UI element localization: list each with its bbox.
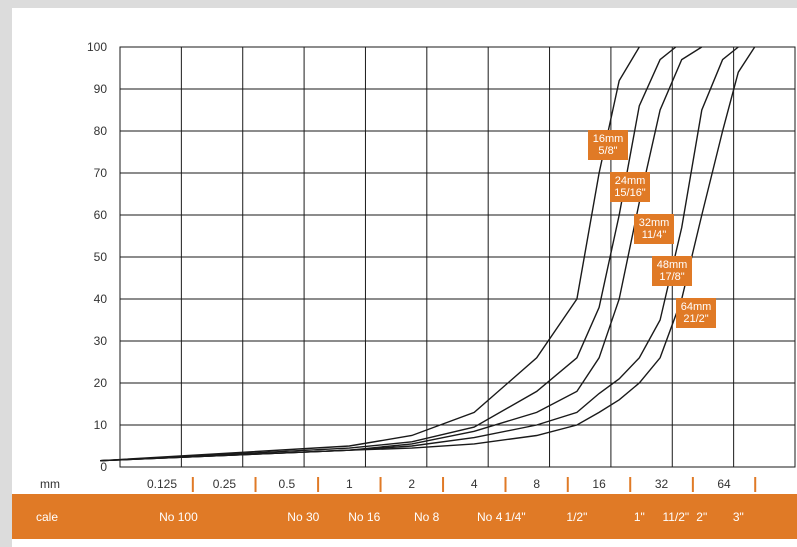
y-tick-label: 0 [100, 460, 107, 474]
y-tick-label: 20 [94, 376, 108, 390]
series-lines [100, 47, 754, 461]
x-axis-mm: mm 0.125 0.25 0.5 1 2 4 8 16 32 64 [40, 477, 755, 492]
sieve-label: 11/2" [662, 510, 689, 524]
y-tick-label: 80 [94, 124, 108, 138]
y-tick-label: 90 [94, 82, 108, 96]
series-label-text: 64mm [681, 301, 712, 313]
x-tick-label: 0.25 [213, 477, 237, 491]
series-label-text: 24mm [615, 175, 646, 187]
x-tick-label: 2 [408, 477, 415, 491]
x-tick-label: 0.125 [147, 477, 177, 491]
x-tick-label: 8 [533, 477, 540, 491]
series-label-text: 21/2" [683, 313, 708, 325]
sieve-label: No 16 [348, 510, 380, 524]
series-label-text: 17/8" [659, 271, 684, 283]
series-line-5 [100, 47, 754, 461]
sieve-row-label: cale [36, 510, 58, 524]
series-line-3 [100, 47, 702, 461]
y-tick-label: 70 [94, 166, 108, 180]
y-tick-label: 10 [94, 418, 108, 432]
series-label-text: 16mm [593, 133, 624, 145]
x-tick-label: 4 [471, 477, 478, 491]
y-tick-label: 30 [94, 334, 108, 348]
y-tick-label: 60 [94, 208, 108, 222]
series-label-text: 15/16" [614, 187, 646, 199]
sieve-label: No 100 [159, 510, 198, 524]
series-line-4 [100, 47, 738, 461]
sieve-label: 1/2" [566, 510, 587, 524]
y-tick-label: 40 [94, 292, 108, 306]
series-label-text: 11/4" [642, 229, 667, 241]
y-axis: 0 10 20 30 40 50 60 70 80 90 100 [87, 40, 107, 474]
series-label-text: 32mm [639, 217, 670, 229]
sieve-label: No 30 [287, 510, 319, 524]
sieve-label: 1" [634, 510, 645, 524]
sieve-label: No 4 [477, 510, 503, 524]
x-tick-label: 0.5 [279, 477, 296, 491]
series-label-text: 5/8" [598, 145, 617, 157]
sieve-band: cale No 100 No 30 No 16 No 8 No 4 1/4" 1/2" 1" 11… [12, 494, 797, 539]
x-tick-label: 32 [655, 477, 669, 491]
sieve-label: 1/4" [505, 510, 526, 524]
y-tick-label: 50 [94, 250, 108, 264]
x-tick-label: 16 [592, 477, 606, 491]
x-tick-label: 64 [717, 477, 731, 491]
series-label-text: 48mm [657, 259, 688, 271]
chart-frame: 0 10 20 30 40 50 60 70 80 90 100 16mm 5/8" 24mm 15/16… [12, 8, 797, 547]
sieve-label: 2" [696, 510, 707, 524]
sieve-label: No 8 [414, 510, 440, 524]
mm-unit-label: mm [40, 477, 60, 491]
sieve-label: 3" [733, 510, 744, 524]
x-tick-label: 1 [346, 477, 353, 491]
y-tick-label: 100 [87, 40, 107, 54]
grid [120, 47, 795, 467]
series-line-2 [100, 47, 676, 461]
